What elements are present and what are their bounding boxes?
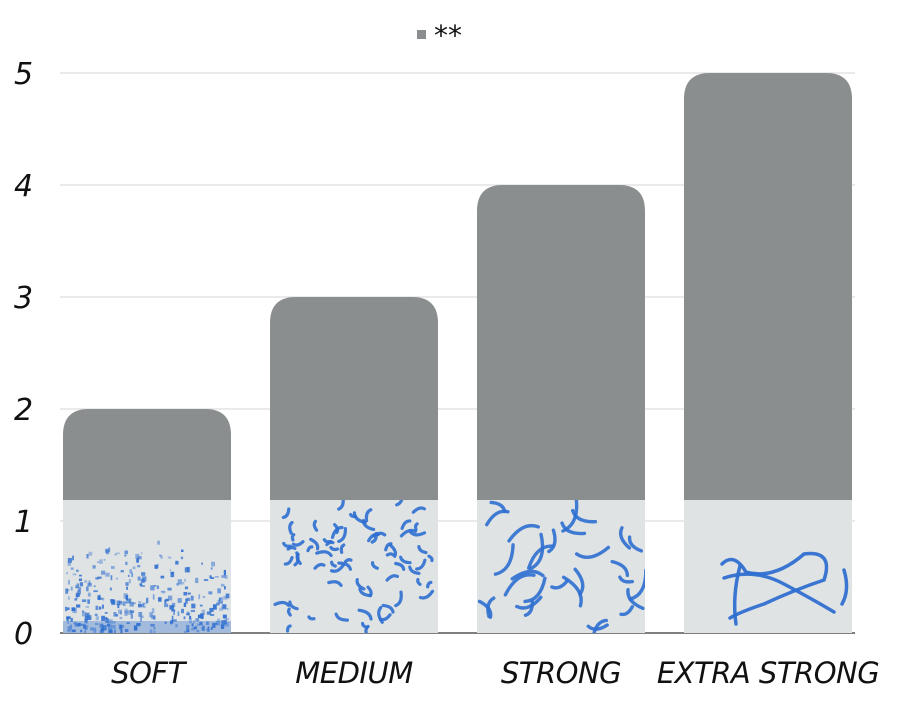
bar-group [63, 409, 231, 633]
x-category-label: STRONG [501, 656, 621, 690]
bar-group [270, 297, 438, 633]
y-tick-label: 5 [14, 57, 33, 92]
bar-inset-image [684, 500, 852, 633]
legend: ** [417, 19, 462, 52]
legend-swatch [417, 30, 426, 39]
x-category-label: EXTRA STRONG [657, 656, 879, 690]
bar-group [477, 185, 645, 633]
bar-inset-image [270, 500, 438, 633]
bar [684, 73, 852, 633]
y-tick-label: 4 [14, 169, 33, 204]
y-tick-label: 3 [14, 281, 33, 316]
x-axis-labels: SOFT MEDIUM STRONG EXTRA STRONG [111, 656, 880, 690]
bar-inset-image [477, 500, 645, 633]
bars [63, 73, 852, 633]
legend-label: ** [434, 19, 462, 52]
y-tick-label: 2 [14, 393, 33, 428]
x-category-label: MEDIUM [295, 656, 413, 690]
bar-group [684, 73, 852, 633]
y-tick-label: 0 [14, 617, 33, 652]
bar-inset-image [63, 500, 231, 633]
y-tick-label: 1 [14, 505, 33, 540]
y-axis-ticks: 0 1 2 3 4 5 [14, 57, 33, 652]
x-category-label: SOFT [111, 656, 187, 690]
